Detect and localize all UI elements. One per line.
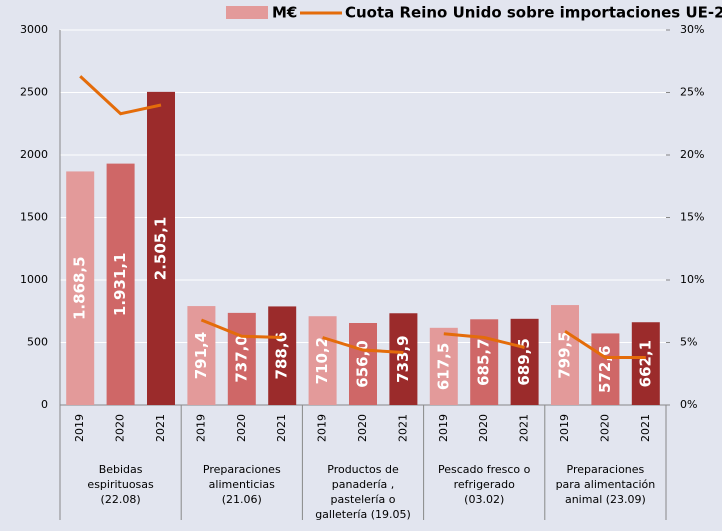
group-label: Pescado fresco o xyxy=(438,463,531,476)
bar xyxy=(66,171,95,405)
group-label: Preparaciones xyxy=(203,463,281,476)
value-label: 656,0 xyxy=(354,340,372,387)
bar xyxy=(551,305,579,405)
y-tick-label: 0 xyxy=(41,398,48,411)
group-label: animal (23.09) xyxy=(565,493,646,506)
bar xyxy=(268,306,297,405)
x-tick-label: 2019 xyxy=(194,414,207,442)
y2-tick-label: 5% xyxy=(680,336,697,349)
x-tick-label: 2021 xyxy=(639,414,652,442)
bar xyxy=(147,91,175,406)
value-label: 1.931,1 xyxy=(111,253,129,317)
value-label: 788,6 xyxy=(273,332,291,379)
value-label: 799,5 xyxy=(556,331,574,378)
x-tick-label: 2019 xyxy=(558,414,571,442)
bar xyxy=(308,316,337,405)
group-label: alimenticias xyxy=(209,478,276,491)
value-label: 791,4 xyxy=(192,332,210,379)
value-label: 1.868,5 xyxy=(71,256,89,320)
y2-tick-label: 0% xyxy=(680,398,697,411)
group-label: (22.08) xyxy=(101,493,141,506)
group-label: Bebidas xyxy=(99,463,143,476)
value-label: 689,5 xyxy=(515,338,533,385)
bar xyxy=(106,163,135,405)
line xyxy=(443,332,525,349)
bar xyxy=(510,318,539,405)
y2-tick-label: 10% xyxy=(680,273,704,286)
line xyxy=(564,329,646,359)
y-tick-label: 1500 xyxy=(20,211,48,224)
y2-tick-label: 15% xyxy=(680,211,704,224)
x-tick-label: 2020 xyxy=(114,414,127,442)
y-tick-label: 2000 xyxy=(20,148,48,161)
line xyxy=(200,318,283,339)
y2-tick-label: 25% xyxy=(680,86,704,99)
y-tick-label: 1000 xyxy=(20,273,48,286)
group-label: Productos de xyxy=(327,463,399,476)
value-label: 737,0 xyxy=(232,335,250,382)
legend-label: Cuota Reino Unido sobre importaciones UE… xyxy=(345,4,722,22)
x-tick-label: 2021 xyxy=(154,414,167,442)
x-tick-label: 2021 xyxy=(396,414,409,442)
group-label: Preparaciones xyxy=(567,463,645,476)
group-label: espirituosas xyxy=(87,478,154,491)
y2-tick-label: 20% xyxy=(680,148,704,161)
bar xyxy=(349,323,377,405)
legend-swatch xyxy=(226,6,268,19)
group-label: (03.02) xyxy=(464,493,504,506)
group-label: galletería (19.05) xyxy=(315,508,411,521)
group-label: panadería , xyxy=(332,478,395,491)
group-label: refrigerado xyxy=(454,478,515,491)
bar xyxy=(227,312,256,405)
x-tick-label: 2019 xyxy=(73,414,86,442)
x-tick-label: 2019 xyxy=(316,414,329,442)
y2-tick-label: 30% xyxy=(680,23,704,36)
line xyxy=(79,75,162,116)
x-tick-label: 2020 xyxy=(477,414,490,442)
bar xyxy=(429,327,458,405)
x-tick-label: 2021 xyxy=(518,414,531,442)
x-tick-label: 2021 xyxy=(275,414,288,442)
line xyxy=(322,336,404,354)
group-label: pastelería o xyxy=(331,493,396,506)
value-label: 685,7 xyxy=(475,338,493,385)
x-tick-label: 2019 xyxy=(437,414,450,442)
group-label: (21.06) xyxy=(222,493,262,506)
value-label: 617,5 xyxy=(434,343,452,390)
value-label: 2.505,1 xyxy=(152,217,170,281)
bar xyxy=(470,319,499,405)
group-label: para alimentación xyxy=(556,478,656,491)
x-tick-label: 2020 xyxy=(356,414,369,442)
value-label: 662,1 xyxy=(636,340,654,387)
legend-label: M€ xyxy=(272,4,297,22)
bar xyxy=(591,333,620,405)
bar xyxy=(389,313,418,405)
y-tick-label: 500 xyxy=(27,336,48,349)
x-tick-label: 2020 xyxy=(235,414,248,442)
x-tick-label: 2020 xyxy=(598,414,611,442)
value-label: 710,2 xyxy=(313,337,331,384)
y-tick-label: 3000 xyxy=(20,23,48,36)
y-tick-label: 2500 xyxy=(20,86,48,99)
value-label: 733,9 xyxy=(394,335,412,382)
bar xyxy=(631,322,660,405)
